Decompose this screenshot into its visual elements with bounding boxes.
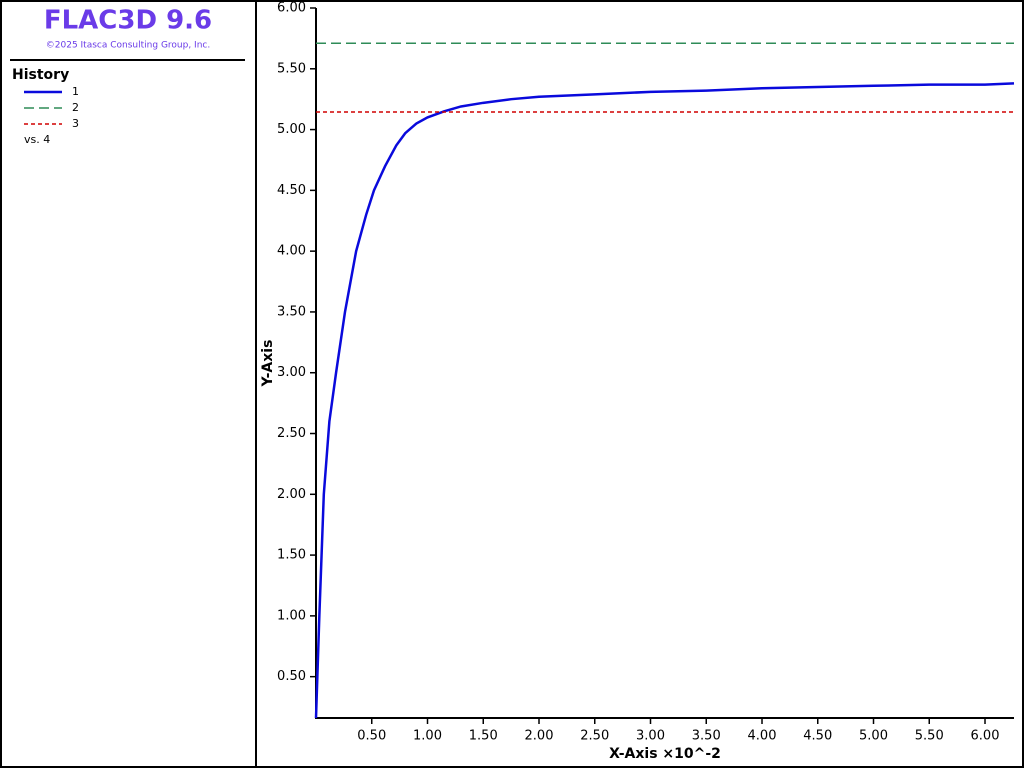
y-tick-label: 1.00 — [277, 608, 306, 623]
y-tick-label: 2.50 — [277, 426, 306, 441]
y-tick-label: 2.00 — [277, 487, 306, 502]
x-axis-label: X-Axis ×10^-2 — [609, 746, 721, 762]
legend-title: History — [12, 67, 69, 83]
x-tick-label: 5.50 — [915, 729, 944, 744]
series-line — [314, 82, 1015, 719]
legend-note: vs. 4 — [24, 133, 50, 146]
legend-label: 1 — [72, 85, 79, 98]
x-tick-label: 5.00 — [859, 729, 888, 744]
copyright: ©2025 Itasca Consulting Group, Inc. — [46, 41, 210, 51]
legend-label: 3 — [72, 117, 79, 130]
legend-label: 2 — [72, 101, 79, 114]
x-tick-label: 1.00 — [413, 729, 442, 744]
y-tick-label: 0.50 — [277, 669, 306, 684]
y-tick-label: 6.00 — [277, 1, 306, 16]
y-tick-label: 1.50 — [277, 548, 306, 563]
x-tick-label: 2.00 — [525, 729, 554, 744]
app-title: FLAC3D 9.6 — [44, 6, 212, 36]
x-tick-label: 3.00 — [636, 729, 665, 744]
x-tick-label: 4.50 — [803, 729, 832, 744]
y-tick-label: 5.50 — [277, 61, 306, 76]
x-tick-label: 3.50 — [692, 729, 721, 744]
y-axis-label: Y-Axis — [260, 340, 276, 388]
y-tick-label: 5.00 — [277, 122, 306, 137]
x-tick-label: 6.00 — [971, 729, 1000, 744]
y-tick-label: 4.50 — [277, 183, 306, 198]
x-tick-label: 1.50 — [469, 729, 498, 744]
y-tick-label: 4.00 — [277, 244, 306, 259]
y-tick-label: 3.00 — [277, 365, 306, 380]
x-tick-label: 0.50 — [357, 729, 386, 744]
x-tick-label: 2.50 — [580, 729, 609, 744]
y-tick-label: 3.50 — [277, 304, 306, 319]
x-tick-label: 4.00 — [748, 729, 777, 744]
